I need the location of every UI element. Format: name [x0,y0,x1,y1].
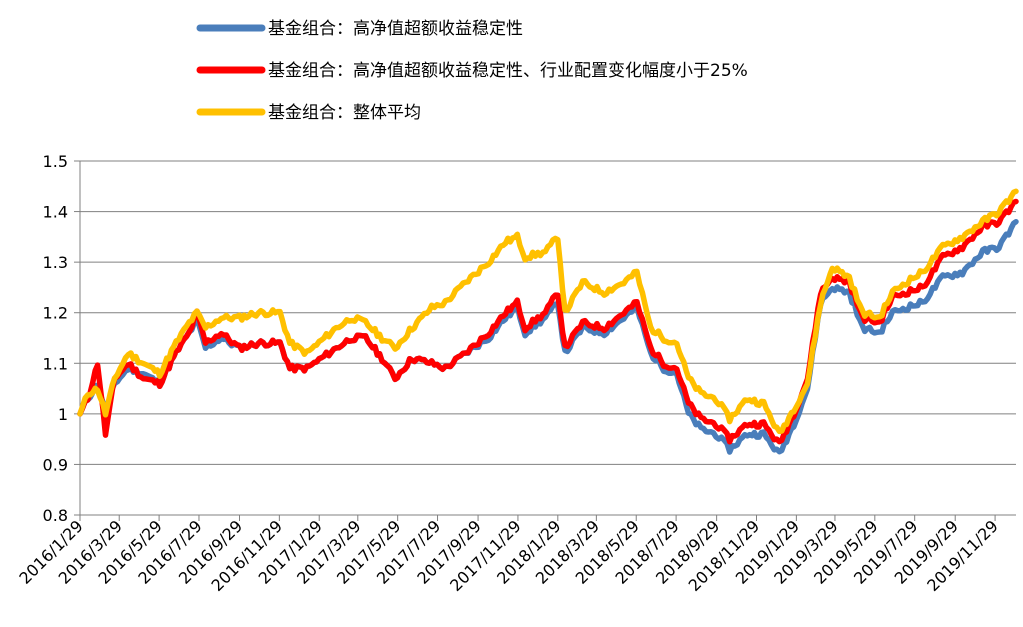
y-tick-label: 1 [58,405,68,424]
y-tick-label: 0.9 [43,455,68,474]
y-tick-label: 1.4 [43,203,68,222]
legend-label: 基金组合：高净值超额收益稳定性 [268,19,523,39]
series-line [77,188,1019,435]
legend-label: 基金组合：整体平均 [268,103,421,123]
y-tick-label: 1.2 [43,304,68,323]
legend: 基金组合：高净值超额收益稳定性基金组合：高净值超额收益稳定性、行业配置变化幅度小… [196,19,748,123]
legend-label: 基金组合：高净值超额收益稳定性、行业配置变化幅度小于25% [268,61,748,81]
series-lines [77,188,1019,455]
y-tick-label: 0.8 [43,506,68,525]
x-axis: 2016/1/292016/3/292016/5/292016/7/292016… [15,514,1016,595]
y-tick-label: 1.5 [43,152,68,171]
y-tick-label: 1.1 [43,354,68,373]
y-axis: 0.8 0.9 1 1.1 1.2 1.3 1.4 1.5 [43,152,81,525]
y-tick-label: 1.3 [43,253,68,272]
